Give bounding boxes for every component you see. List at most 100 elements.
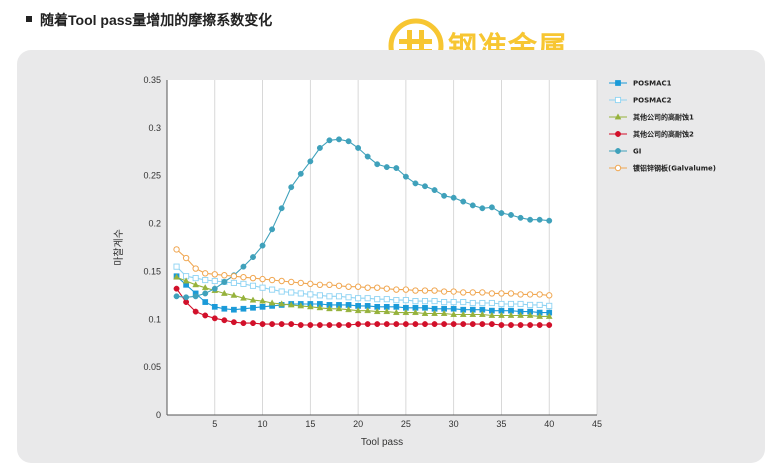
data-point xyxy=(393,165,400,172)
data-point xyxy=(422,183,428,190)
data-point xyxy=(383,285,390,292)
data-point xyxy=(345,138,352,145)
data-point xyxy=(421,309,429,316)
data-point xyxy=(259,321,266,328)
x-tick-label: 35 xyxy=(496,419,506,429)
data-point xyxy=(316,292,323,299)
legend-label: GI xyxy=(633,148,641,156)
data-point xyxy=(460,321,467,328)
data-point xyxy=(278,205,285,212)
data-point xyxy=(440,288,448,295)
data-point xyxy=(297,290,304,297)
data-point xyxy=(479,321,486,328)
data-point xyxy=(526,291,534,298)
legend-marker xyxy=(615,131,621,137)
legend-label: 其他公司的高耐蚀2 xyxy=(633,130,694,139)
data-point xyxy=(326,293,333,300)
data-point xyxy=(288,278,295,286)
series-4 xyxy=(173,285,553,328)
data-point xyxy=(336,136,342,143)
data-point xyxy=(297,322,304,328)
data-point xyxy=(450,310,458,317)
series-5 xyxy=(173,136,553,301)
data-point xyxy=(278,321,285,328)
data-point xyxy=(393,297,400,304)
data-point xyxy=(297,279,304,287)
data-point xyxy=(374,296,381,303)
data-point xyxy=(364,295,371,302)
data-point xyxy=(460,289,467,296)
data-point xyxy=(211,285,218,292)
y-axis-title: 마찰계수 xyxy=(113,229,125,266)
legend-item-5: GI xyxy=(609,148,641,156)
data-point xyxy=(422,321,428,328)
data-point xyxy=(297,302,305,309)
legend-marker xyxy=(615,80,621,86)
series-line xyxy=(176,248,550,296)
data-point xyxy=(364,321,371,328)
data-point xyxy=(441,321,448,328)
data-point xyxy=(431,321,438,328)
data-point xyxy=(546,322,553,328)
data-point xyxy=(240,280,247,287)
x-axis-title: Tool pass xyxy=(361,437,403,448)
data-point xyxy=(259,275,266,283)
data-point xyxy=(278,277,285,285)
data-point xyxy=(536,301,543,308)
data-point xyxy=(440,309,448,316)
data-point xyxy=(240,273,247,281)
data-point xyxy=(316,281,324,289)
x-tick-label: 40 xyxy=(544,419,554,429)
data-point xyxy=(517,214,524,221)
data-point xyxy=(536,322,543,328)
data-point xyxy=(431,298,438,305)
y-tick-label: 0.3 xyxy=(148,123,161,133)
data-point xyxy=(202,312,209,319)
data-point xyxy=(230,273,238,280)
data-point xyxy=(354,307,362,314)
data-point xyxy=(498,300,505,308)
data-point xyxy=(326,305,333,312)
series-line xyxy=(176,266,550,307)
legend-marker xyxy=(615,148,621,154)
data-point xyxy=(259,303,266,310)
data-point xyxy=(431,309,438,316)
data-point xyxy=(527,301,534,308)
data-point xyxy=(488,311,496,318)
data-point xyxy=(527,322,534,328)
data-point xyxy=(422,304,428,311)
data-point xyxy=(364,153,371,160)
data-point xyxy=(488,299,495,307)
page-title-text: 随着Tool pass量增加的摩擦系数变化 xyxy=(40,12,273,28)
data-point xyxy=(230,279,237,286)
data-point xyxy=(250,254,256,261)
data-point xyxy=(240,294,247,301)
data-point xyxy=(316,304,324,311)
data-point xyxy=(392,308,400,315)
data-point xyxy=(517,322,524,328)
data-point xyxy=(402,173,409,180)
data-point xyxy=(269,226,276,233)
y-tick-label: 0 xyxy=(156,410,161,420)
data-point xyxy=(259,297,266,304)
data-point xyxy=(345,283,352,290)
data-point xyxy=(335,305,343,312)
series-line xyxy=(176,138,550,298)
data-point xyxy=(250,304,256,311)
x-tick-label: 30 xyxy=(449,419,459,429)
legend-item-2: POSMAC2 xyxy=(609,97,672,105)
data-point xyxy=(336,322,342,328)
data-point xyxy=(508,212,514,218)
data-point xyxy=(469,310,477,317)
data-point xyxy=(221,279,228,285)
series-6 xyxy=(173,246,553,299)
data-point xyxy=(364,307,372,314)
data-point xyxy=(460,198,467,205)
friction-chart: 5 10 15 20 25 30 35 40 45 0 0.05 0.1 0.15 0.2 0.25 0.3 0… xyxy=(113,75,716,448)
data-point xyxy=(288,184,295,191)
data-point xyxy=(240,320,247,327)
data-point xyxy=(326,281,333,289)
data-point xyxy=(240,305,247,312)
data-point xyxy=(536,291,543,298)
data-point xyxy=(383,296,390,303)
